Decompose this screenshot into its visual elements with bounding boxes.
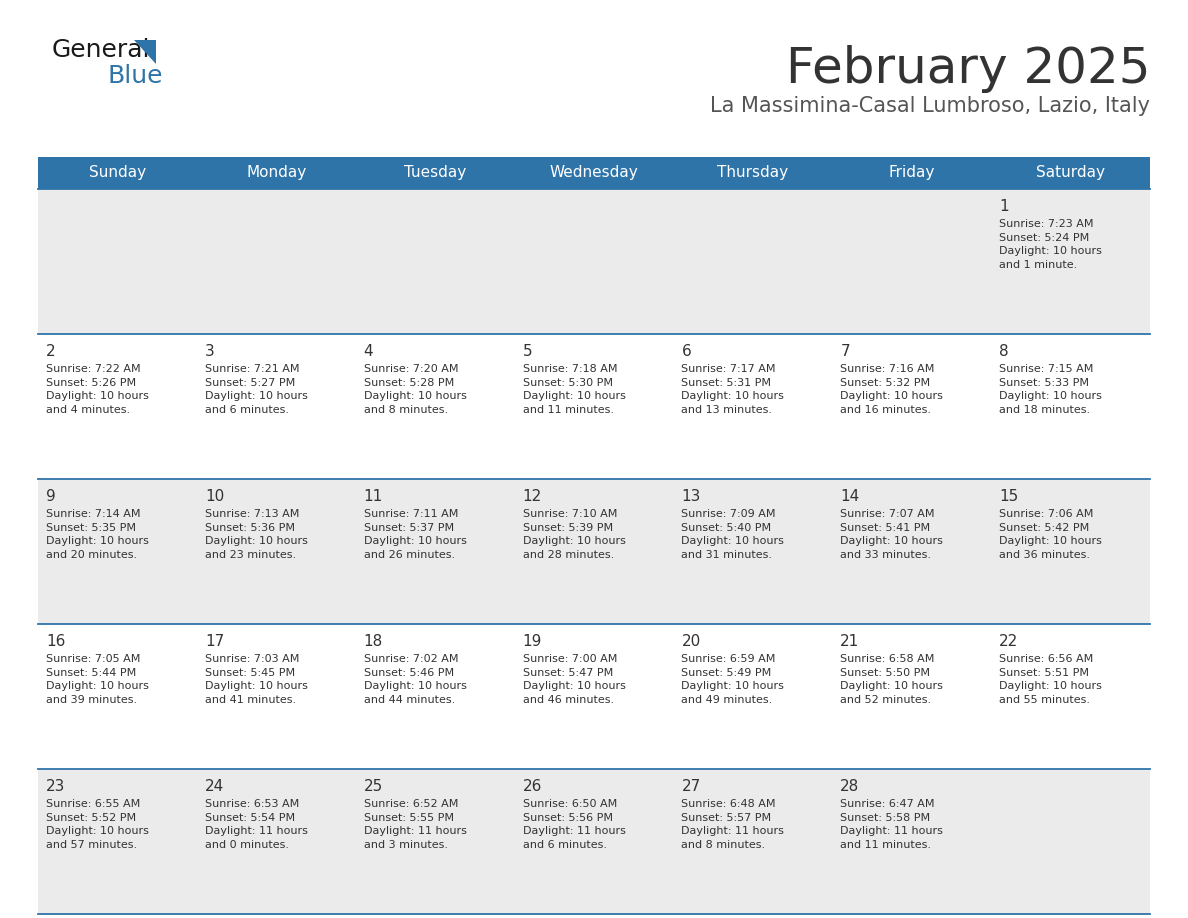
Text: Sunrise: 6:52 AM
Sunset: 5:55 PM
Daylight: 11 hours
and 3 minutes.: Sunrise: 6:52 AM Sunset: 5:55 PM Dayligh…: [364, 799, 467, 850]
Text: 7: 7: [840, 344, 849, 359]
Text: 13: 13: [682, 489, 701, 504]
Text: 20: 20: [682, 634, 701, 649]
Text: 17: 17: [204, 634, 225, 649]
Text: Thursday: Thursday: [718, 165, 789, 181]
Text: Sunrise: 6:58 AM
Sunset: 5:50 PM
Daylight: 10 hours
and 52 minutes.: Sunrise: 6:58 AM Sunset: 5:50 PM Dayligh…: [840, 654, 943, 705]
Text: 23: 23: [46, 779, 65, 794]
Bar: [991, 157, 1150, 189]
Text: 5: 5: [523, 344, 532, 359]
Text: Sunday: Sunday: [89, 165, 146, 181]
Text: 2: 2: [46, 344, 56, 359]
Text: 15: 15: [999, 489, 1018, 504]
Text: Sunrise: 7:23 AM
Sunset: 5:24 PM
Daylight: 10 hours
and 1 minute.: Sunrise: 7:23 AM Sunset: 5:24 PM Dayligh…: [999, 219, 1102, 270]
Text: 12: 12: [523, 489, 542, 504]
Text: Sunrise: 7:09 AM
Sunset: 5:40 PM
Daylight: 10 hours
and 31 minutes.: Sunrise: 7:09 AM Sunset: 5:40 PM Dayligh…: [682, 509, 784, 560]
Text: Sunrise: 7:20 AM
Sunset: 5:28 PM
Daylight: 10 hours
and 8 minutes.: Sunrise: 7:20 AM Sunset: 5:28 PM Dayligh…: [364, 364, 467, 415]
Text: February 2025: February 2025: [785, 45, 1150, 93]
Text: Sunrise: 7:21 AM
Sunset: 5:27 PM
Daylight: 10 hours
and 6 minutes.: Sunrise: 7:21 AM Sunset: 5:27 PM Dayligh…: [204, 364, 308, 415]
Text: 27: 27: [682, 779, 701, 794]
Bar: [38, 769, 1150, 914]
Text: Monday: Monday: [246, 165, 307, 181]
Text: 19: 19: [523, 634, 542, 649]
Text: Saturday: Saturday: [1036, 165, 1105, 181]
Text: Sunrise: 7:07 AM
Sunset: 5:41 PM
Daylight: 10 hours
and 33 minutes.: Sunrise: 7:07 AM Sunset: 5:41 PM Dayligh…: [840, 509, 943, 560]
Text: 25: 25: [364, 779, 383, 794]
Bar: [355, 157, 514, 189]
Bar: [38, 624, 1150, 769]
Text: 10: 10: [204, 489, 225, 504]
Text: Sunrise: 7:03 AM
Sunset: 5:45 PM
Daylight: 10 hours
and 41 minutes.: Sunrise: 7:03 AM Sunset: 5:45 PM Dayligh…: [204, 654, 308, 705]
Bar: [833, 157, 991, 189]
Text: Wednesday: Wednesday: [550, 165, 638, 181]
Bar: [38, 189, 1150, 334]
Text: Blue: Blue: [108, 64, 164, 88]
Text: Sunrise: 7:13 AM
Sunset: 5:36 PM
Daylight: 10 hours
and 23 minutes.: Sunrise: 7:13 AM Sunset: 5:36 PM Dayligh…: [204, 509, 308, 560]
Text: 18: 18: [364, 634, 383, 649]
Text: Sunrise: 6:48 AM
Sunset: 5:57 PM
Daylight: 11 hours
and 8 minutes.: Sunrise: 6:48 AM Sunset: 5:57 PM Dayligh…: [682, 799, 784, 850]
Text: Friday: Friday: [889, 165, 935, 181]
Text: Sunrise: 7:17 AM
Sunset: 5:31 PM
Daylight: 10 hours
and 13 minutes.: Sunrise: 7:17 AM Sunset: 5:31 PM Dayligh…: [682, 364, 784, 415]
Text: 21: 21: [840, 634, 860, 649]
Bar: [674, 157, 833, 189]
Text: 11: 11: [364, 489, 383, 504]
Text: La Massimina-Casal Lumbroso, Lazio, Italy: La Massimina-Casal Lumbroso, Lazio, Ital…: [710, 96, 1150, 116]
Text: Sunrise: 7:00 AM
Sunset: 5:47 PM
Daylight: 10 hours
and 46 minutes.: Sunrise: 7:00 AM Sunset: 5:47 PM Dayligh…: [523, 654, 625, 705]
Text: Sunrise: 7:18 AM
Sunset: 5:30 PM
Daylight: 10 hours
and 11 minutes.: Sunrise: 7:18 AM Sunset: 5:30 PM Dayligh…: [523, 364, 625, 415]
Text: Sunrise: 7:06 AM
Sunset: 5:42 PM
Daylight: 10 hours
and 36 minutes.: Sunrise: 7:06 AM Sunset: 5:42 PM Dayligh…: [999, 509, 1102, 560]
Text: Sunrise: 6:53 AM
Sunset: 5:54 PM
Daylight: 11 hours
and 0 minutes.: Sunrise: 6:53 AM Sunset: 5:54 PM Dayligh…: [204, 799, 308, 850]
Text: Sunrise: 6:56 AM
Sunset: 5:51 PM
Daylight: 10 hours
and 55 minutes.: Sunrise: 6:56 AM Sunset: 5:51 PM Dayligh…: [999, 654, 1102, 705]
Text: 4: 4: [364, 344, 373, 359]
Bar: [38, 479, 1150, 624]
Text: Sunrise: 7:02 AM
Sunset: 5:46 PM
Daylight: 10 hours
and 44 minutes.: Sunrise: 7:02 AM Sunset: 5:46 PM Dayligh…: [364, 654, 467, 705]
Text: Sunrise: 7:11 AM
Sunset: 5:37 PM
Daylight: 10 hours
and 26 minutes.: Sunrise: 7:11 AM Sunset: 5:37 PM Dayligh…: [364, 509, 467, 560]
Bar: [514, 157, 674, 189]
Text: 14: 14: [840, 489, 860, 504]
Text: Sunrise: 7:14 AM
Sunset: 5:35 PM
Daylight: 10 hours
and 20 minutes.: Sunrise: 7:14 AM Sunset: 5:35 PM Dayligh…: [46, 509, 148, 560]
Text: 1: 1: [999, 199, 1009, 214]
Text: General: General: [52, 38, 151, 62]
Text: 22: 22: [999, 634, 1018, 649]
Bar: [38, 157, 197, 189]
Polygon shape: [134, 40, 156, 64]
Text: Sunrise: 6:59 AM
Sunset: 5:49 PM
Daylight: 10 hours
and 49 minutes.: Sunrise: 6:59 AM Sunset: 5:49 PM Dayligh…: [682, 654, 784, 705]
Text: Sunrise: 6:50 AM
Sunset: 5:56 PM
Daylight: 11 hours
and 6 minutes.: Sunrise: 6:50 AM Sunset: 5:56 PM Dayligh…: [523, 799, 625, 850]
Text: 24: 24: [204, 779, 225, 794]
Text: Sunrise: 7:15 AM
Sunset: 5:33 PM
Daylight: 10 hours
and 18 minutes.: Sunrise: 7:15 AM Sunset: 5:33 PM Dayligh…: [999, 364, 1102, 415]
Text: 8: 8: [999, 344, 1009, 359]
Text: Sunrise: 7:22 AM
Sunset: 5:26 PM
Daylight: 10 hours
and 4 minutes.: Sunrise: 7:22 AM Sunset: 5:26 PM Dayligh…: [46, 364, 148, 415]
Text: 16: 16: [46, 634, 65, 649]
Bar: [197, 157, 355, 189]
Text: Tuesday: Tuesday: [404, 165, 466, 181]
Text: 26: 26: [523, 779, 542, 794]
Text: Sunrise: 7:10 AM
Sunset: 5:39 PM
Daylight: 10 hours
and 28 minutes.: Sunrise: 7:10 AM Sunset: 5:39 PM Dayligh…: [523, 509, 625, 560]
Text: 28: 28: [840, 779, 860, 794]
Text: 9: 9: [46, 489, 56, 504]
Text: 6: 6: [682, 344, 691, 359]
Text: Sunrise: 6:47 AM
Sunset: 5:58 PM
Daylight: 11 hours
and 11 minutes.: Sunrise: 6:47 AM Sunset: 5:58 PM Dayligh…: [840, 799, 943, 850]
Text: Sunrise: 7:05 AM
Sunset: 5:44 PM
Daylight: 10 hours
and 39 minutes.: Sunrise: 7:05 AM Sunset: 5:44 PM Dayligh…: [46, 654, 148, 705]
Text: Sunrise: 7:16 AM
Sunset: 5:32 PM
Daylight: 10 hours
and 16 minutes.: Sunrise: 7:16 AM Sunset: 5:32 PM Dayligh…: [840, 364, 943, 415]
Text: 3: 3: [204, 344, 215, 359]
Bar: [38, 334, 1150, 479]
Text: Sunrise: 6:55 AM
Sunset: 5:52 PM
Daylight: 10 hours
and 57 minutes.: Sunrise: 6:55 AM Sunset: 5:52 PM Dayligh…: [46, 799, 148, 850]
